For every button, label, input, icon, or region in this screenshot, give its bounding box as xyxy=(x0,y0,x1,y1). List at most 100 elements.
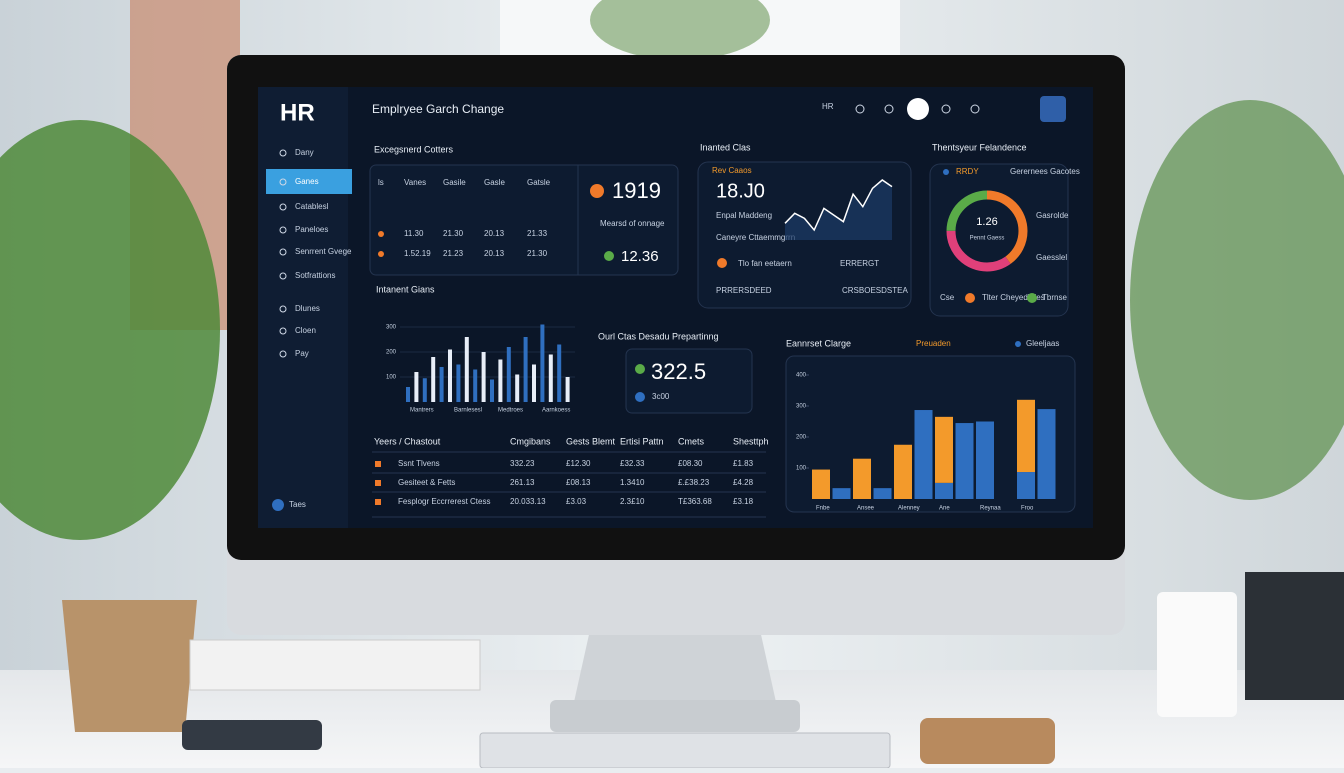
donut-caption: Pennt Gaess xyxy=(970,236,1005,242)
cell: £32.33 xyxy=(620,459,645,468)
monitor-stand xyxy=(570,630,780,720)
bar-segment xyxy=(853,458,871,499)
card-title: Intanent Gians xyxy=(376,284,435,294)
bar xyxy=(422,378,427,402)
plant xyxy=(1130,100,1344,500)
y-tick-label: 100 xyxy=(386,375,397,381)
footer: Tlo fan eetaern xyxy=(738,259,792,268)
bar-segment xyxy=(935,482,953,499)
nav-item: Dlunes xyxy=(295,304,320,313)
x-tick-label: Froo xyxy=(1021,506,1034,512)
stand-base xyxy=(550,700,800,732)
y-tick-label: 200 xyxy=(796,435,807,441)
nav-item: Paneloes xyxy=(295,225,328,234)
nav-icon xyxy=(279,350,287,358)
cell: £12.30 xyxy=(566,459,591,468)
x-tick-label: Reynaa xyxy=(980,506,1001,512)
stat-dot xyxy=(590,184,604,198)
cell: £.£38.23 xyxy=(678,478,710,487)
x-tick-label: Alenney xyxy=(898,506,920,512)
row-dot xyxy=(378,251,384,257)
nav-item: Senrrent Gvege xyxy=(295,247,352,256)
card-title: Inanted Clas xyxy=(700,142,751,152)
mug xyxy=(1157,592,1237,717)
x-tick-label: Ane xyxy=(939,506,950,512)
cell: £3.03 xyxy=(566,497,587,506)
nav-icon xyxy=(279,272,287,280)
nav-icon xyxy=(279,203,287,211)
shape xyxy=(625,348,753,414)
caption: Enpal Maddeng xyxy=(716,211,772,220)
label: Gasrolde xyxy=(1036,211,1069,220)
nav-icon xyxy=(279,178,287,186)
cell: 21.30 xyxy=(527,249,548,258)
logo: HR xyxy=(280,99,315,126)
bar xyxy=(506,347,511,402)
column-header: Gests Blemt xyxy=(566,436,616,446)
avatar xyxy=(272,499,284,511)
value: 18.J0 xyxy=(716,180,765,202)
footer: ERRERGT xyxy=(840,259,879,268)
x-tick-label: Ansee xyxy=(857,506,875,512)
cell: 20.13 xyxy=(484,229,505,238)
legend: Gleeljaas xyxy=(1026,339,1059,348)
dot xyxy=(943,169,949,175)
x-tick-label: Aarnkoess xyxy=(542,408,570,414)
profile-badge xyxy=(1040,96,1066,122)
label: Gaesslel xyxy=(1036,253,1067,262)
cell: £08.30 xyxy=(678,459,703,468)
dot xyxy=(717,258,727,268)
y-tick-label: 200 xyxy=(386,350,397,356)
bar-segment xyxy=(873,488,892,499)
nav-item: Catablesl xyxy=(295,202,329,211)
cell: 20.13 xyxy=(484,249,505,258)
legend-dot xyxy=(1027,293,1037,303)
stat: 1919 xyxy=(612,178,661,203)
plant xyxy=(0,120,220,540)
bar-segment xyxy=(955,423,974,499)
nav-icon xyxy=(279,305,287,313)
sub: 3c00 xyxy=(652,392,670,401)
cell: 11.30 xyxy=(404,229,424,238)
cell: 21.33 xyxy=(527,229,548,238)
plant xyxy=(590,0,770,60)
column-header: Gasle xyxy=(484,178,505,187)
bar-segment xyxy=(812,469,830,499)
stat-caption: Mearsd of onnage xyxy=(600,219,665,228)
bar xyxy=(498,359,503,402)
donut-segment xyxy=(946,190,1028,272)
y-tick-label: 100 xyxy=(796,466,807,472)
bar xyxy=(548,354,553,402)
cell: Gesiteet & Fetts xyxy=(398,478,455,487)
label: Rev Caaos xyxy=(712,166,752,175)
cell: 1.52.19 xyxy=(404,249,431,258)
row-dot xyxy=(378,231,384,237)
x-tick-label: Medtroes xyxy=(498,408,523,414)
bar xyxy=(406,387,410,402)
stat: 12.36 xyxy=(621,248,659,265)
column-header: Ertisi Pattn xyxy=(620,436,664,446)
bar xyxy=(490,379,494,402)
sparkline-area xyxy=(785,180,892,240)
donut-center: 1.26 xyxy=(976,216,997,228)
bar xyxy=(414,372,419,402)
bar xyxy=(565,377,570,402)
x-tick-label: Mantrers xyxy=(410,408,434,414)
bar xyxy=(439,367,444,402)
keyboard xyxy=(479,732,891,769)
bar xyxy=(448,349,452,402)
legend: Tlter Cheyedltdes xyxy=(982,293,1045,302)
dot xyxy=(635,364,645,374)
pot xyxy=(62,600,197,732)
bar xyxy=(532,364,536,402)
phone xyxy=(182,720,322,750)
card-title: Excegsnerd Cotters xyxy=(374,144,454,154)
nav-item: Cloen xyxy=(295,326,316,335)
label: Gerernees Gacotes xyxy=(1010,167,1080,176)
nav-icon xyxy=(279,327,287,335)
notebooks xyxy=(189,639,481,691)
bar xyxy=(515,374,520,402)
bar xyxy=(557,344,562,402)
bar-segment xyxy=(1017,472,1035,499)
nav-item: Pay xyxy=(295,349,309,358)
